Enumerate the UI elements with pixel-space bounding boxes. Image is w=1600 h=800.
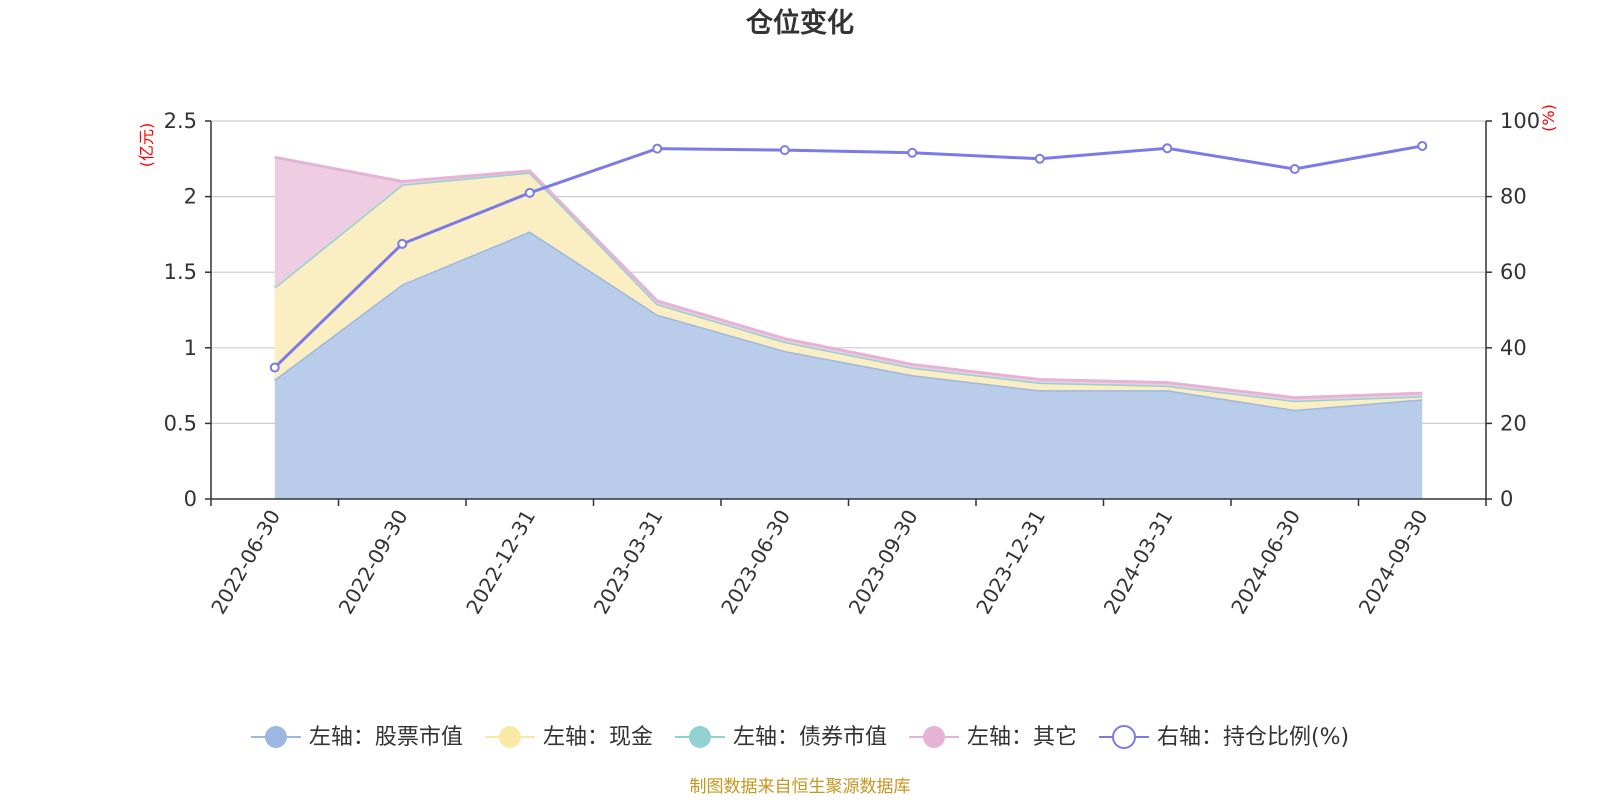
right-axis-tick-label: 80 — [1500, 185, 1527, 209]
x-axis-tick-label: 2023-03-31 — [589, 506, 668, 619]
right-axis-tick-label: 60 — [1500, 260, 1527, 284]
chart-title: 仓位变化 — [745, 7, 854, 39]
right-axis-tick-label: 40 — [1500, 336, 1527, 360]
legend-item: 左轴：股票市值 — [250, 725, 463, 750]
holding-ratio-point — [1417, 140, 1428, 151]
legend-item: 左轴：现金 — [484, 725, 653, 750]
legend-marker-icon — [922, 726, 945, 748]
legend-label: 左轴：债券市值 — [733, 725, 887, 750]
legend-item: 左轴：其它 — [908, 725, 1077, 750]
x-axis-tick-label: 2023-09-30 — [844, 506, 923, 619]
right-axis-tick-label: 20 — [1500, 411, 1527, 435]
right-axis-tick-label: 0 — [1500, 487, 1513, 511]
legend-label: 左轴：其它 — [967, 725, 1077, 750]
area-左轴股票市值 — [274, 231, 1423, 499]
holding-ratio-point — [1034, 153, 1045, 164]
holding-ratio-point — [779, 145, 790, 156]
legend-marker-icon — [1111, 725, 1136, 749]
data-source-note: 制图数据来自恒生聚源数据库 — [690, 777, 911, 797]
legend-label: 左轴：股票市值 — [309, 725, 463, 750]
x-axis-tick-label: 2023-12-31 — [971, 506, 1050, 619]
legend-marker-icon — [688, 726, 711, 748]
holding-ratio-point — [907, 147, 918, 158]
holding-ratio-point — [652, 143, 663, 154]
holding-ratio-point — [397, 238, 408, 249]
area-左轴其它-edge — [274, 155, 1423, 400]
right-axis-tick-label: 100 — [1500, 109, 1540, 133]
legend-label: 右轴：持仓比例(%) — [1157, 725, 1349, 750]
area-左轴现金 — [274, 172, 1423, 410]
x-axis-tick-label: 2022-09-30 — [334, 506, 413, 619]
legend: 左轴：股票市值 左轴：现金 左轴：债券市值 左轴：其它 右轴：持仓比例(%) — [250, 725, 1349, 750]
holding-ratio-point — [1162, 143, 1173, 154]
stacked-areas — [273, 155, 1423, 499]
left-axis-tick-label: 2.5 — [164, 109, 197, 133]
left-axis-tick-label: 2 — [184, 185, 197, 209]
x-axis-tick-label: 2024-03-31 — [1099, 506, 1178, 619]
x-axis-tick-label: 2022-06-30 — [206, 506, 285, 619]
right-axis-unit: (%) — [1539, 104, 1558, 132]
left-axis-unit: (亿元) — [137, 123, 156, 168]
holding-ratio-point — [524, 187, 535, 198]
legend-item: 左轴：债券市值 — [674, 725, 887, 750]
holding-ratio-line — [269, 140, 1428, 373]
x-axis-tick-label: 2024-06-30 — [1226, 506, 1305, 619]
left-axis-tick-label: 0 — [184, 487, 197, 511]
holding-ratio-point — [1289, 164, 1300, 175]
left-axis-tick-label: 1.5 — [164, 260, 197, 284]
x-axis-tick-label: 2023-06-30 — [716, 506, 795, 619]
legend-marker-icon — [264, 726, 287, 748]
holding-ratio-point — [269, 362, 280, 373]
legend-marker-icon — [498, 726, 521, 748]
x-axis-tick-label: 2024-09-30 — [1354, 506, 1433, 619]
legend-label: 左轴：现金 — [543, 725, 653, 750]
legend-item: 右轴：持仓比例(%) — [1098, 725, 1349, 750]
left-axis-tick-label: 0.5 — [164, 411, 197, 435]
holding-ratio-path — [273, 144, 1423, 369]
x-axis-tick-label: 2022-12-31 — [461, 506, 540, 619]
left-axis-tick-label: 1 — [184, 336, 197, 360]
